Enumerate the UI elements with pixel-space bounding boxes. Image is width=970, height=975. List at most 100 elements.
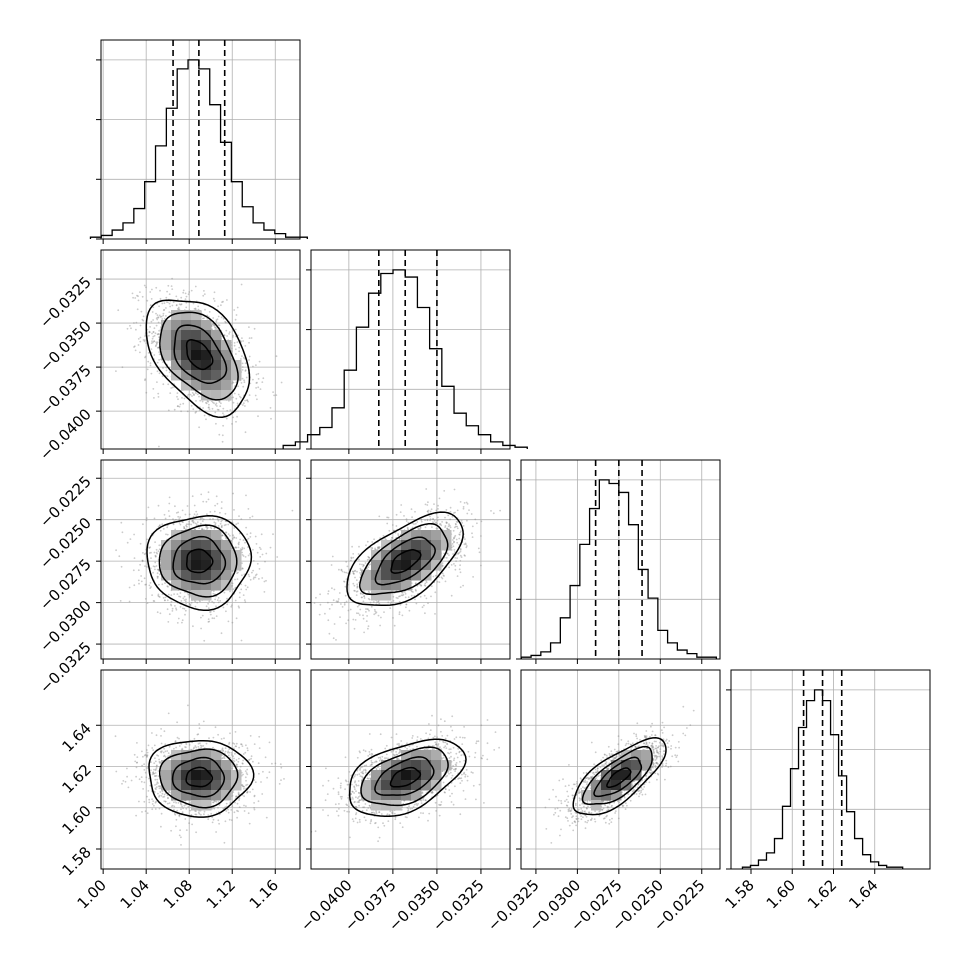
sample-point xyxy=(215,423,217,425)
sample-point xyxy=(153,331,155,333)
sample-point xyxy=(415,523,417,525)
sample-point xyxy=(220,523,222,525)
sample-point xyxy=(218,520,220,522)
sample-point xyxy=(179,516,181,518)
sample-point xyxy=(358,613,360,615)
sample-point xyxy=(229,409,231,411)
density-cell xyxy=(181,330,192,341)
sample-point xyxy=(367,628,369,630)
sample-point xyxy=(143,339,145,341)
sample-point xyxy=(158,330,160,332)
sample-point xyxy=(307,623,309,625)
sample-point xyxy=(142,523,144,525)
sample-point xyxy=(209,611,211,613)
sample-point xyxy=(242,369,244,371)
sample-point xyxy=(328,590,330,592)
sample-point xyxy=(217,503,219,505)
sample-point xyxy=(150,567,152,569)
sample-point xyxy=(207,603,209,605)
sample-point xyxy=(443,490,445,492)
sample-point xyxy=(172,305,174,307)
sample-point xyxy=(184,398,186,400)
density-cell xyxy=(181,310,192,321)
sample-point xyxy=(431,508,433,510)
sample-point xyxy=(202,615,204,617)
density-cell xyxy=(161,340,172,351)
sample-point xyxy=(243,539,245,541)
sample-point xyxy=(144,357,146,359)
sample-point xyxy=(149,326,151,328)
sample-point xyxy=(142,319,144,321)
sample-point xyxy=(172,610,174,612)
sample-point xyxy=(246,533,248,535)
sample-point xyxy=(158,569,160,571)
sample-point xyxy=(157,393,159,395)
sample-point xyxy=(398,535,400,537)
sample-point xyxy=(459,532,461,534)
sample-point xyxy=(258,578,260,580)
sample-point xyxy=(164,302,166,304)
sample-point xyxy=(452,543,454,545)
sample-point xyxy=(191,602,193,604)
sample-point xyxy=(193,521,195,523)
sample-point xyxy=(182,619,184,621)
sample-point xyxy=(185,514,187,516)
sample-point xyxy=(202,501,204,503)
sample-point xyxy=(363,618,365,620)
sample-point xyxy=(170,604,172,606)
sample-point xyxy=(164,582,166,584)
sample-point xyxy=(208,491,210,493)
sample-point xyxy=(129,601,131,603)
sample-point xyxy=(203,640,205,642)
sample-point xyxy=(221,519,223,521)
sample-point xyxy=(233,588,235,590)
sample-point xyxy=(352,583,354,585)
sample-point xyxy=(226,335,228,337)
sample-point xyxy=(222,301,224,303)
sample-point xyxy=(115,370,117,372)
sample-point xyxy=(221,317,223,319)
sample-point xyxy=(261,577,263,579)
sample-point xyxy=(352,553,354,555)
sample-point xyxy=(129,325,131,327)
density-cell xyxy=(201,590,212,601)
sample-point xyxy=(215,404,217,406)
sample-point xyxy=(94,292,96,294)
sample-point xyxy=(456,542,458,544)
panel-frame xyxy=(521,460,720,659)
sample-point xyxy=(159,548,161,550)
sample-point xyxy=(178,618,180,620)
sample-point xyxy=(168,410,170,412)
sample-point xyxy=(421,521,423,523)
sample-point xyxy=(387,602,389,604)
sample-point xyxy=(158,505,160,507)
sample-point xyxy=(425,526,427,528)
sample-point xyxy=(341,569,343,571)
sample-point xyxy=(228,333,230,335)
sample-point xyxy=(345,572,347,574)
sample-point xyxy=(245,527,247,529)
sample-point xyxy=(248,326,250,328)
sample-point xyxy=(154,569,156,571)
sample-point xyxy=(378,516,380,518)
sample-point xyxy=(160,612,162,614)
sample-point xyxy=(188,394,190,396)
sample-point xyxy=(338,569,340,571)
sample-point xyxy=(391,537,393,539)
sample-point xyxy=(218,316,220,318)
density-cell xyxy=(181,350,192,361)
sample-point xyxy=(145,286,147,288)
panel-frame xyxy=(731,670,930,869)
panel-grid xyxy=(521,460,720,659)
sample-point xyxy=(181,397,183,399)
sample-point xyxy=(248,508,250,510)
sample-point xyxy=(373,613,375,615)
sample-point xyxy=(453,545,455,547)
sample-point xyxy=(389,607,391,609)
sample-point xyxy=(180,606,182,608)
sample-point xyxy=(396,597,398,599)
sample-point xyxy=(259,568,261,570)
sample-point xyxy=(499,510,501,512)
sample-point xyxy=(363,595,365,597)
sample-point xyxy=(390,601,392,603)
